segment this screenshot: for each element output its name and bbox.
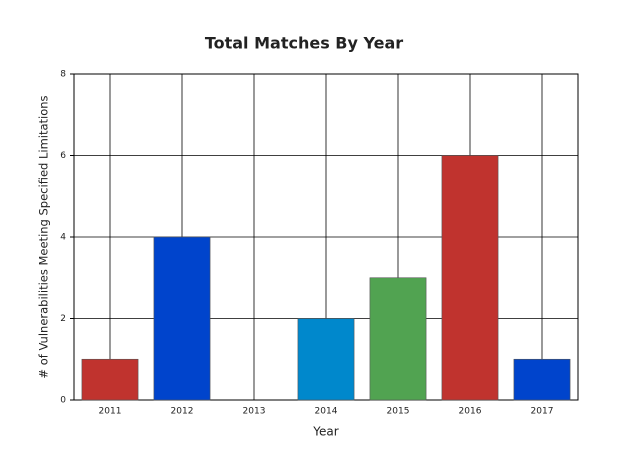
y-tick-label: 0 — [60, 396, 66, 406]
bar — [297, 318, 355, 401]
chart-title: Total Matches By Year — [205, 34, 403, 53]
x-axis-label: Year — [312, 425, 338, 439]
x-tick-label: 2014 — [315, 407, 338, 417]
y-tick-label: 4 — [60, 233, 66, 243]
y-tick-label: 2 — [60, 314, 66, 324]
bar — [153, 236, 211, 401]
y-axis-label: # of Vulnerabilities Meeting Specified L… — [37, 95, 51, 378]
bar — [81, 358, 139, 401]
bar — [369, 277, 427, 401]
x-tick-label: 2015 — [387, 407, 410, 417]
x-tick-label: 2016 — [459, 407, 482, 417]
x-tick-label: 2017 — [531, 407, 554, 417]
x-tick-label: 2013 — [243, 407, 266, 417]
y-tick-label: 6 — [60, 151, 66, 161]
x-tick-label: 2011 — [99, 407, 122, 417]
y-tick-label: 8 — [60, 70, 66, 80]
bar — [513, 358, 571, 401]
bar — [441, 155, 499, 401]
x-tick-label: 2012 — [171, 407, 194, 417]
